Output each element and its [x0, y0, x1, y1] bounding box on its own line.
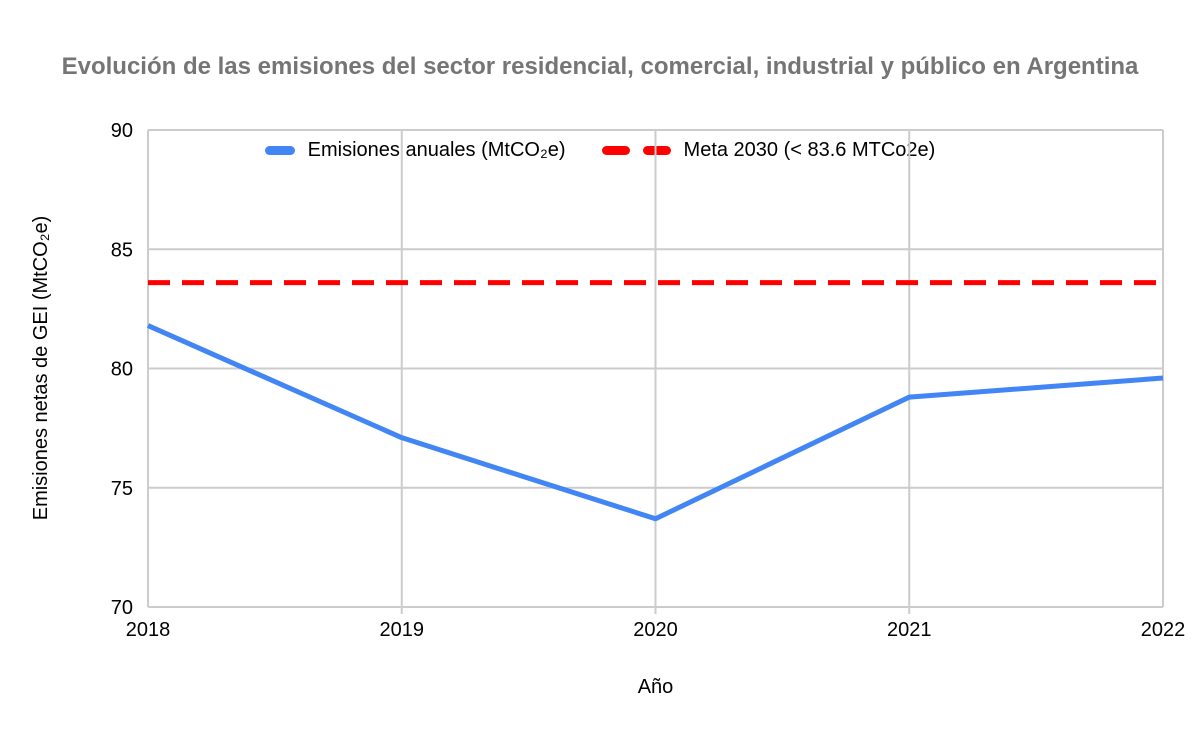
chart-title: Evolución de las emisiones del sector re…: [61, 53, 1139, 80]
legend-item-meta-2030: Meta 2030 (< 83.6 MTCo2e): [601, 138, 936, 162]
legend-swatch-solid-line-icon: [264, 145, 295, 155]
x-tick-label: 2021: [887, 619, 932, 641]
y-tick-label: 90: [111, 120, 133, 142]
emissions-line: [146, 323, 1164, 522]
y-tick-label: 75: [111, 478, 133, 500]
y-tick-label: 70: [111, 597, 133, 619]
legend-label-emisiones-anuales: Emisiones anuales (MtCO₂e): [307, 138, 566, 161]
x-tick-label: 2019: [380, 619, 425, 641]
legend-swatch-dash-icon: [642, 145, 671, 155]
x-tick-label: 2020: [633, 619, 678, 641]
chart-legend: Emisiones anuales (MtCO₂e) Meta 2030 (< …: [0, 137, 1200, 163]
x-tick-label: 2018: [126, 619, 171, 641]
x-axis-title: Año: [637, 676, 674, 698]
y-axis-title: Emisiones netas de GEI (MtCO₂e): [30, 215, 52, 521]
x-tick-label: 2022: [1141, 619, 1186, 641]
y-tick-label: 80: [111, 359, 133, 381]
legend-swatch-dash-icon: [601, 145, 630, 155]
legend-label-meta-2030: Meta 2030 (< 83.6 MTCo2e): [683, 138, 936, 161]
y-tick-label: 85: [111, 239, 133, 261]
legend-item-emisiones-anuales: Emisiones anuales (MtCO₂e): [264, 138, 566, 162]
